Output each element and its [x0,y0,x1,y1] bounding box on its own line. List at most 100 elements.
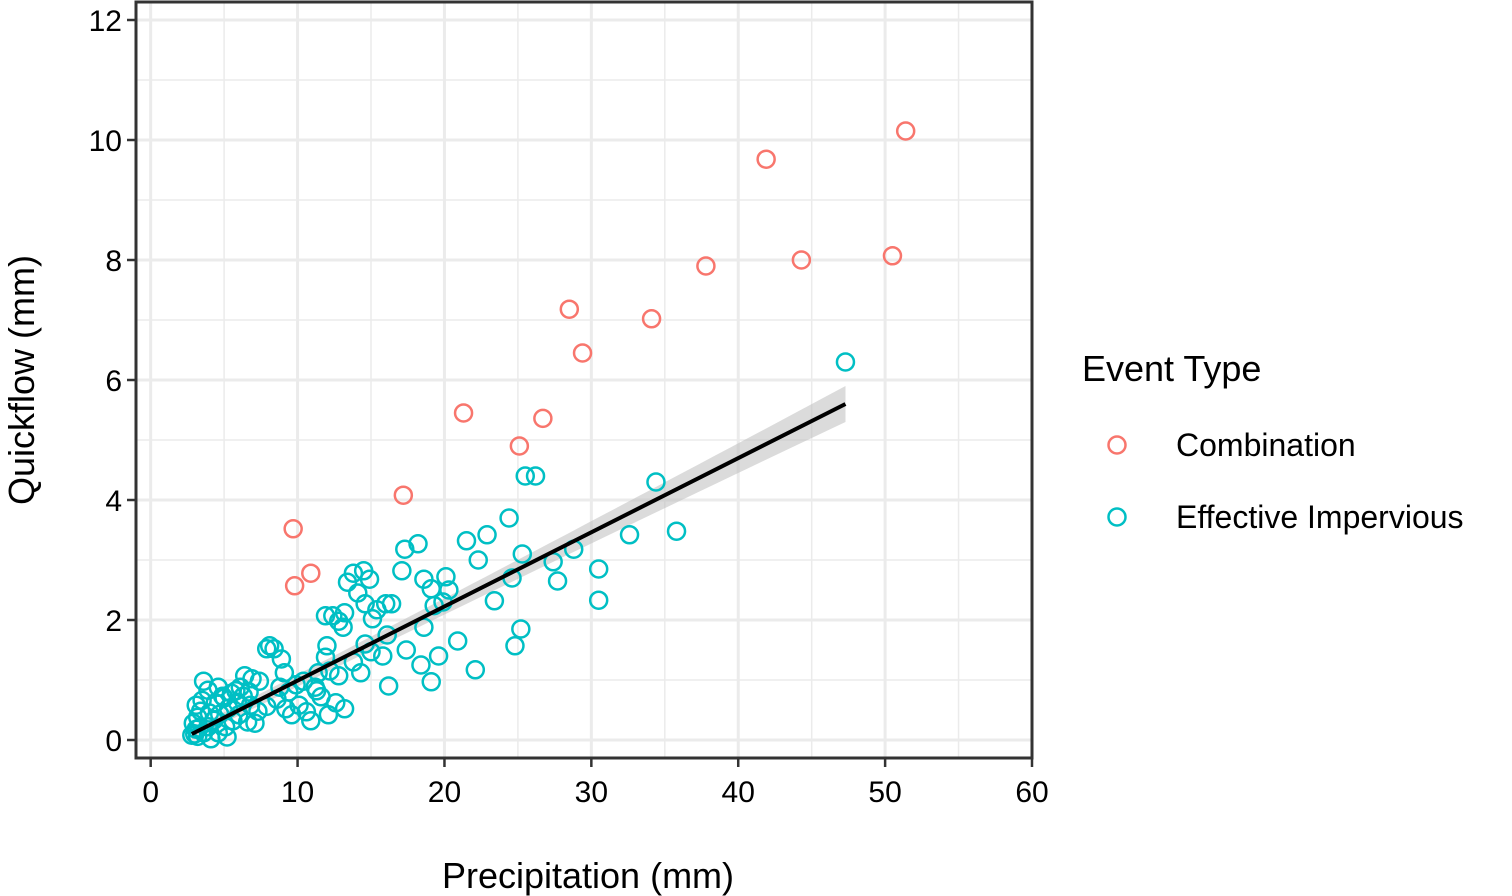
point-effective-impervious [619,525,640,545]
point-effective-impervious [421,672,441,692]
x-tick-label: 60 [1015,776,1048,809]
fit-line [190,402,847,736]
point-effective-impervious [456,531,477,551]
point-combination [301,563,321,583]
point-effective-impervious [465,660,486,680]
point-effective-impervious [396,640,417,660]
point-effective-impervious [323,606,343,626]
legend-title: Event Type [1082,348,1261,389]
point-effective-impervious [315,606,336,626]
x-axis-title: Precipitation (mm) [442,855,734,896]
x-tick-label: 10 [281,776,314,809]
point-effective-impervious [192,690,212,711]
x-tick-label: 50 [868,776,901,809]
point-combination [533,408,553,429]
point-effective-impervious [547,571,568,591]
point-effective-impervious [381,594,402,614]
y-tick-label: 0 [105,725,122,758]
point-combination [453,403,474,423]
x-tick-label: 40 [722,776,755,809]
point-combination [509,436,530,456]
point-effective-impervious [226,681,246,701]
point-effective-impervious [264,639,284,659]
point-effective-impervious [378,676,399,696]
point-combination [696,256,716,276]
point-effective-impervious [373,646,393,666]
point-effective-impervious [408,534,428,554]
point-combination [283,519,303,539]
point-combination [791,250,812,270]
y-tick-label: 10 [89,125,122,158]
point-combination [641,309,662,329]
point-effective-impervious [217,727,237,747]
point-effective-impervious [411,655,431,675]
point-combination [756,149,776,169]
point-effective-impervious [525,466,546,486]
point-effective-impervious [306,681,327,701]
y-axis-title: Quickflow (mm) [1,255,42,505]
point-effective-impervious [512,544,533,564]
point-effective-impervious [468,550,488,570]
x-tick-label: 0 [142,776,159,809]
point-combination [284,576,305,596]
point-combination [572,343,593,363]
point-effective-impervious [588,590,609,610]
point-effective-impervious [245,713,265,733]
point-effective-impervious [193,671,214,691]
x-tick-label: 30 [575,776,608,809]
point-effective-impervious [666,521,687,541]
point-effective-impervious [256,639,277,659]
point-effective-impervious [499,508,519,528]
legend-key-effective-impervious-icon [1107,507,1127,527]
point-effective-impervious [239,682,259,702]
point-effective-impervious [505,636,525,656]
point-effective-impervious [428,646,449,666]
point-effective-impervious [301,711,321,731]
point-combination [559,299,580,319]
point-effective-impervious [362,609,383,629]
legend-label-effective-impervious: Effective Impervious [1176,499,1464,535]
point-effective-impervious [511,619,531,639]
point-effective-impervious [477,525,497,545]
point-effective-impervious [337,572,358,592]
point-combination [393,485,414,505]
point-effective-impervious [317,636,337,656]
point-effective-impervious [436,567,456,587]
data-points [182,121,916,749]
x-tick-label: 20 [428,776,461,809]
point-effective-impervious [296,702,317,722]
point-effective-impervious [355,594,375,614]
point-effective-impervious [515,466,535,486]
regression-line [190,402,847,736]
y-tick-label: 6 [105,365,122,398]
y-tick-label: 8 [105,245,122,278]
point-effective-impervious [359,569,380,589]
point-effective-impervious [375,594,396,614]
legend-label-combination: Combination [1176,427,1356,463]
point-effective-impervious [318,705,339,725]
point-effective-impervious [377,625,397,645]
y-tick-label: 12 [89,5,122,38]
point-effective-impervious [439,580,459,600]
point-effective-impervious [259,636,280,656]
point-effective-impervious [588,559,609,579]
point-effective-impervious [835,352,856,372]
point-effective-impervious [395,539,415,559]
point-effective-impervious [350,663,371,683]
y-axis-ticks: 0 2 4 6 8 10 12 [89,5,136,758]
y-tick-label: 4 [105,485,122,518]
point-effective-impervious [447,631,468,651]
x-axis-ticks: 0 10 20 30 40 50 60 [142,758,1049,809]
point-combination [895,121,916,141]
y-tick-label: 2 [105,605,122,638]
point-effective-impervious [237,712,258,732]
legend: Event Type Combination Effective Impervi… [1082,348,1464,535]
point-effective-impervious [334,603,355,623]
legend-key-combination-icon [1107,435,1127,455]
point-effective-impervious [646,472,666,492]
point-effective-impervious [333,617,353,637]
point-effective-impervious [484,591,505,611]
point-combination [882,246,903,266]
point-effective-impervious [392,561,412,581]
